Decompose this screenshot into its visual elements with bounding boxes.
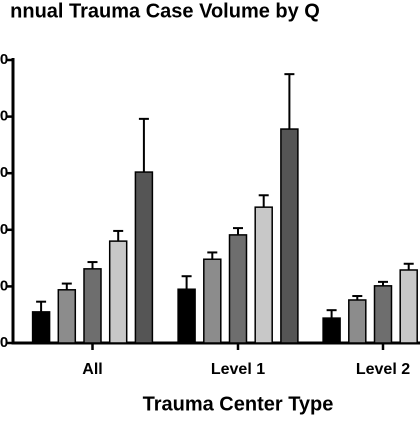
bar: [254, 206, 273, 344]
x-tick-label: All: [82, 361, 102, 378]
x-tick-label: Level 2: [356, 361, 410, 378]
y-tick-label: 0: [0, 108, 8, 125]
y-tick-label: 0: [0, 334, 8, 351]
chart-title: nnual Trauma Case Volume by Q: [10, 0, 320, 22]
bar: [203, 258, 222, 344]
y-tick-label: 0: [0, 277, 8, 294]
bar: [228, 234, 248, 344]
y-tick-label: 0: [0, 51, 8, 68]
bar: [322, 317, 341, 344]
bar: [57, 289, 77, 344]
bar: [177, 288, 196, 344]
bar: [134, 171, 154, 344]
y-tick-label: 0: [0, 221, 8, 238]
bar: [348, 299, 367, 344]
bar: [108, 240, 128, 344]
bar: [83, 268, 102, 344]
y-tick-label: 0: [0, 164, 8, 181]
x-tick-label: Level 1: [211, 361, 265, 378]
bar: [280, 128, 299, 344]
bar: [31, 311, 51, 344]
x-axis-label: Trauma Center Type: [143, 393, 334, 415]
bar: [373, 285, 393, 344]
bar: [399, 269, 418, 344]
